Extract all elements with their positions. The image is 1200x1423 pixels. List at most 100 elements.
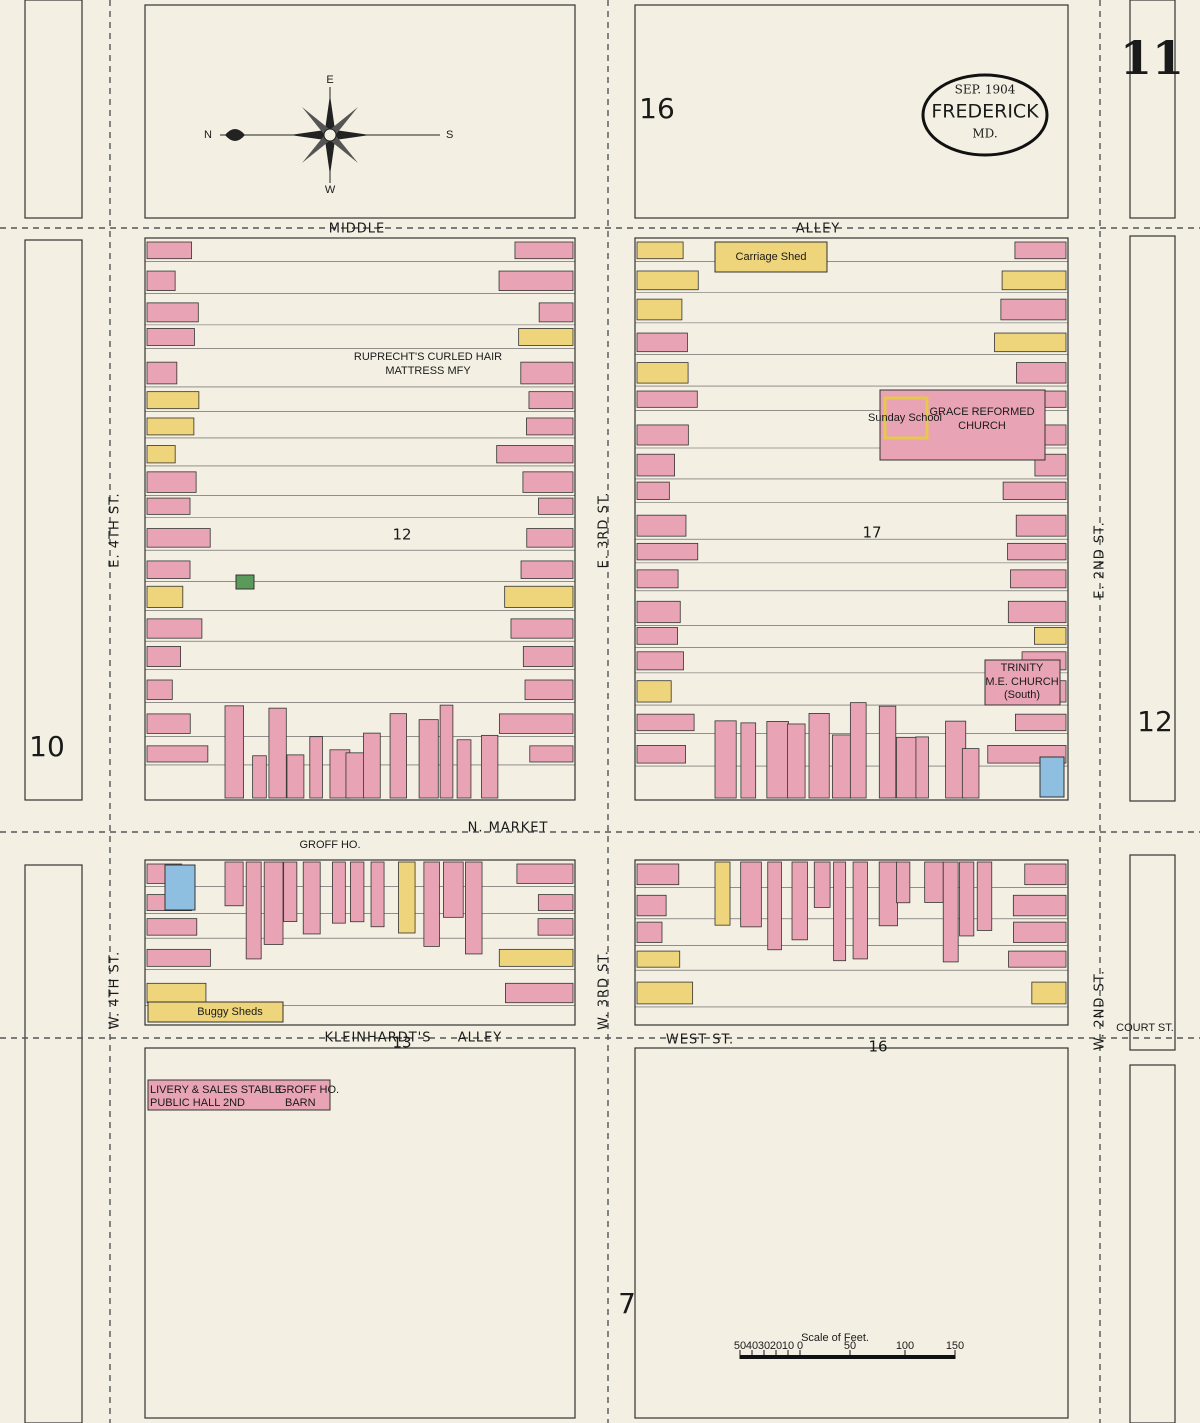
street-name: ALLEY (458, 1031, 503, 1046)
building (522, 646, 574, 667)
block-number: 17 (862, 524, 881, 542)
building (146, 391, 200, 410)
building (636, 298, 683, 321)
building (283, 861, 298, 922)
building (1016, 362, 1067, 384)
scale-label: 100 (896, 1340, 914, 1352)
block-number: 12 (392, 526, 411, 544)
building (1031, 981, 1067, 1005)
building (505, 982, 574, 1004)
scale-label: 50 (734, 1340, 746, 1352)
building (224, 705, 245, 799)
building (504, 585, 574, 608)
compass-e: E (326, 74, 333, 86)
building (636, 332, 688, 353)
building-label: TRINITY (1001, 662, 1044, 674)
building (636, 745, 686, 764)
building-label: LIVERY & SALES STABLE (150, 1084, 282, 1096)
building (146, 982, 207, 1004)
building (526, 417, 574, 436)
building-label: Sunday School (868, 412, 942, 424)
building (418, 719, 439, 799)
building (510, 618, 574, 639)
building (146, 241, 193, 260)
street-name: KLEINHARDT'S (324, 1031, 431, 1046)
building (456, 739, 472, 799)
building (994, 332, 1067, 353)
building (1012, 894, 1067, 917)
building (146, 646, 182, 667)
building (520, 560, 574, 579)
building (636, 863, 680, 886)
block-number: 16 (868, 1038, 887, 1056)
street-name: W. 2ND ST. (1093, 970, 1108, 1051)
building-label: BARN (285, 1097, 316, 1109)
street-name: GROFF HO. (299, 839, 360, 851)
building (498, 948, 574, 967)
building (398, 861, 416, 934)
building-label: GRACE REFORMED (929, 406, 1034, 418)
building (714, 720, 737, 799)
building (514, 241, 574, 260)
building (252, 755, 267, 799)
building (350, 861, 365, 923)
building-label: MATTRESS MFY (385, 365, 471, 377)
adjacent-sheet: 16 (639, 92, 675, 125)
building (465, 861, 483, 955)
building (263, 861, 284, 945)
building (1000, 298, 1067, 321)
building (370, 861, 385, 928)
building (286, 754, 305, 799)
building (147, 1079, 331, 1111)
building (528, 391, 574, 410)
street-name: COURT ST. (1116, 1022, 1174, 1034)
building-label: (South) (1004, 689, 1040, 701)
building (538, 497, 574, 515)
building-label: RUPRECHT'S CURLED HAIR (354, 351, 502, 363)
building (439, 704, 454, 799)
building (959, 861, 975, 937)
building-label: Carriage Shed (736, 251, 807, 263)
building (636, 981, 694, 1005)
building (636, 390, 698, 408)
building (146, 585, 184, 608)
building (1001, 270, 1067, 291)
building-label: M.E. CHURCH (985, 676, 1058, 688)
scale-bar: Scale of Feet.50 40 30 20 10 0 50 100 150 (734, 1332, 964, 1359)
street-name: E. 4TH ST. (108, 492, 123, 567)
building (537, 894, 574, 912)
street-name: W. 4TH ST. (108, 951, 123, 1030)
building (808, 713, 830, 799)
building (146, 497, 191, 515)
building (636, 241, 684, 260)
building (961, 748, 980, 799)
building (235, 574, 255, 590)
building (714, 861, 731, 926)
cartouche-city: FREDERICK (931, 101, 1039, 123)
building (636, 713, 695, 732)
compass: N S E W (204, 74, 453, 196)
building (268, 707, 287, 799)
adjacent-sheet: 10 (29, 730, 65, 763)
building (636, 600, 681, 624)
building (498, 270, 574, 292)
building-label: PUBLIC HALL 2ND (150, 1097, 245, 1109)
building (363, 732, 381, 799)
building (852, 861, 868, 960)
building (332, 861, 346, 924)
building (740, 861, 762, 928)
building (538, 302, 574, 323)
street-name: E. 2ND ST. (1093, 521, 1108, 598)
sheet-number: 11 (1120, 31, 1184, 85)
building (1015, 514, 1067, 537)
building (146, 618, 203, 639)
building (636, 569, 679, 589)
building (636, 424, 689, 446)
building (522, 471, 574, 493)
building (537, 918, 574, 936)
compass-w: W (325, 184, 336, 196)
building (520, 361, 574, 385)
building (146, 679, 173, 700)
